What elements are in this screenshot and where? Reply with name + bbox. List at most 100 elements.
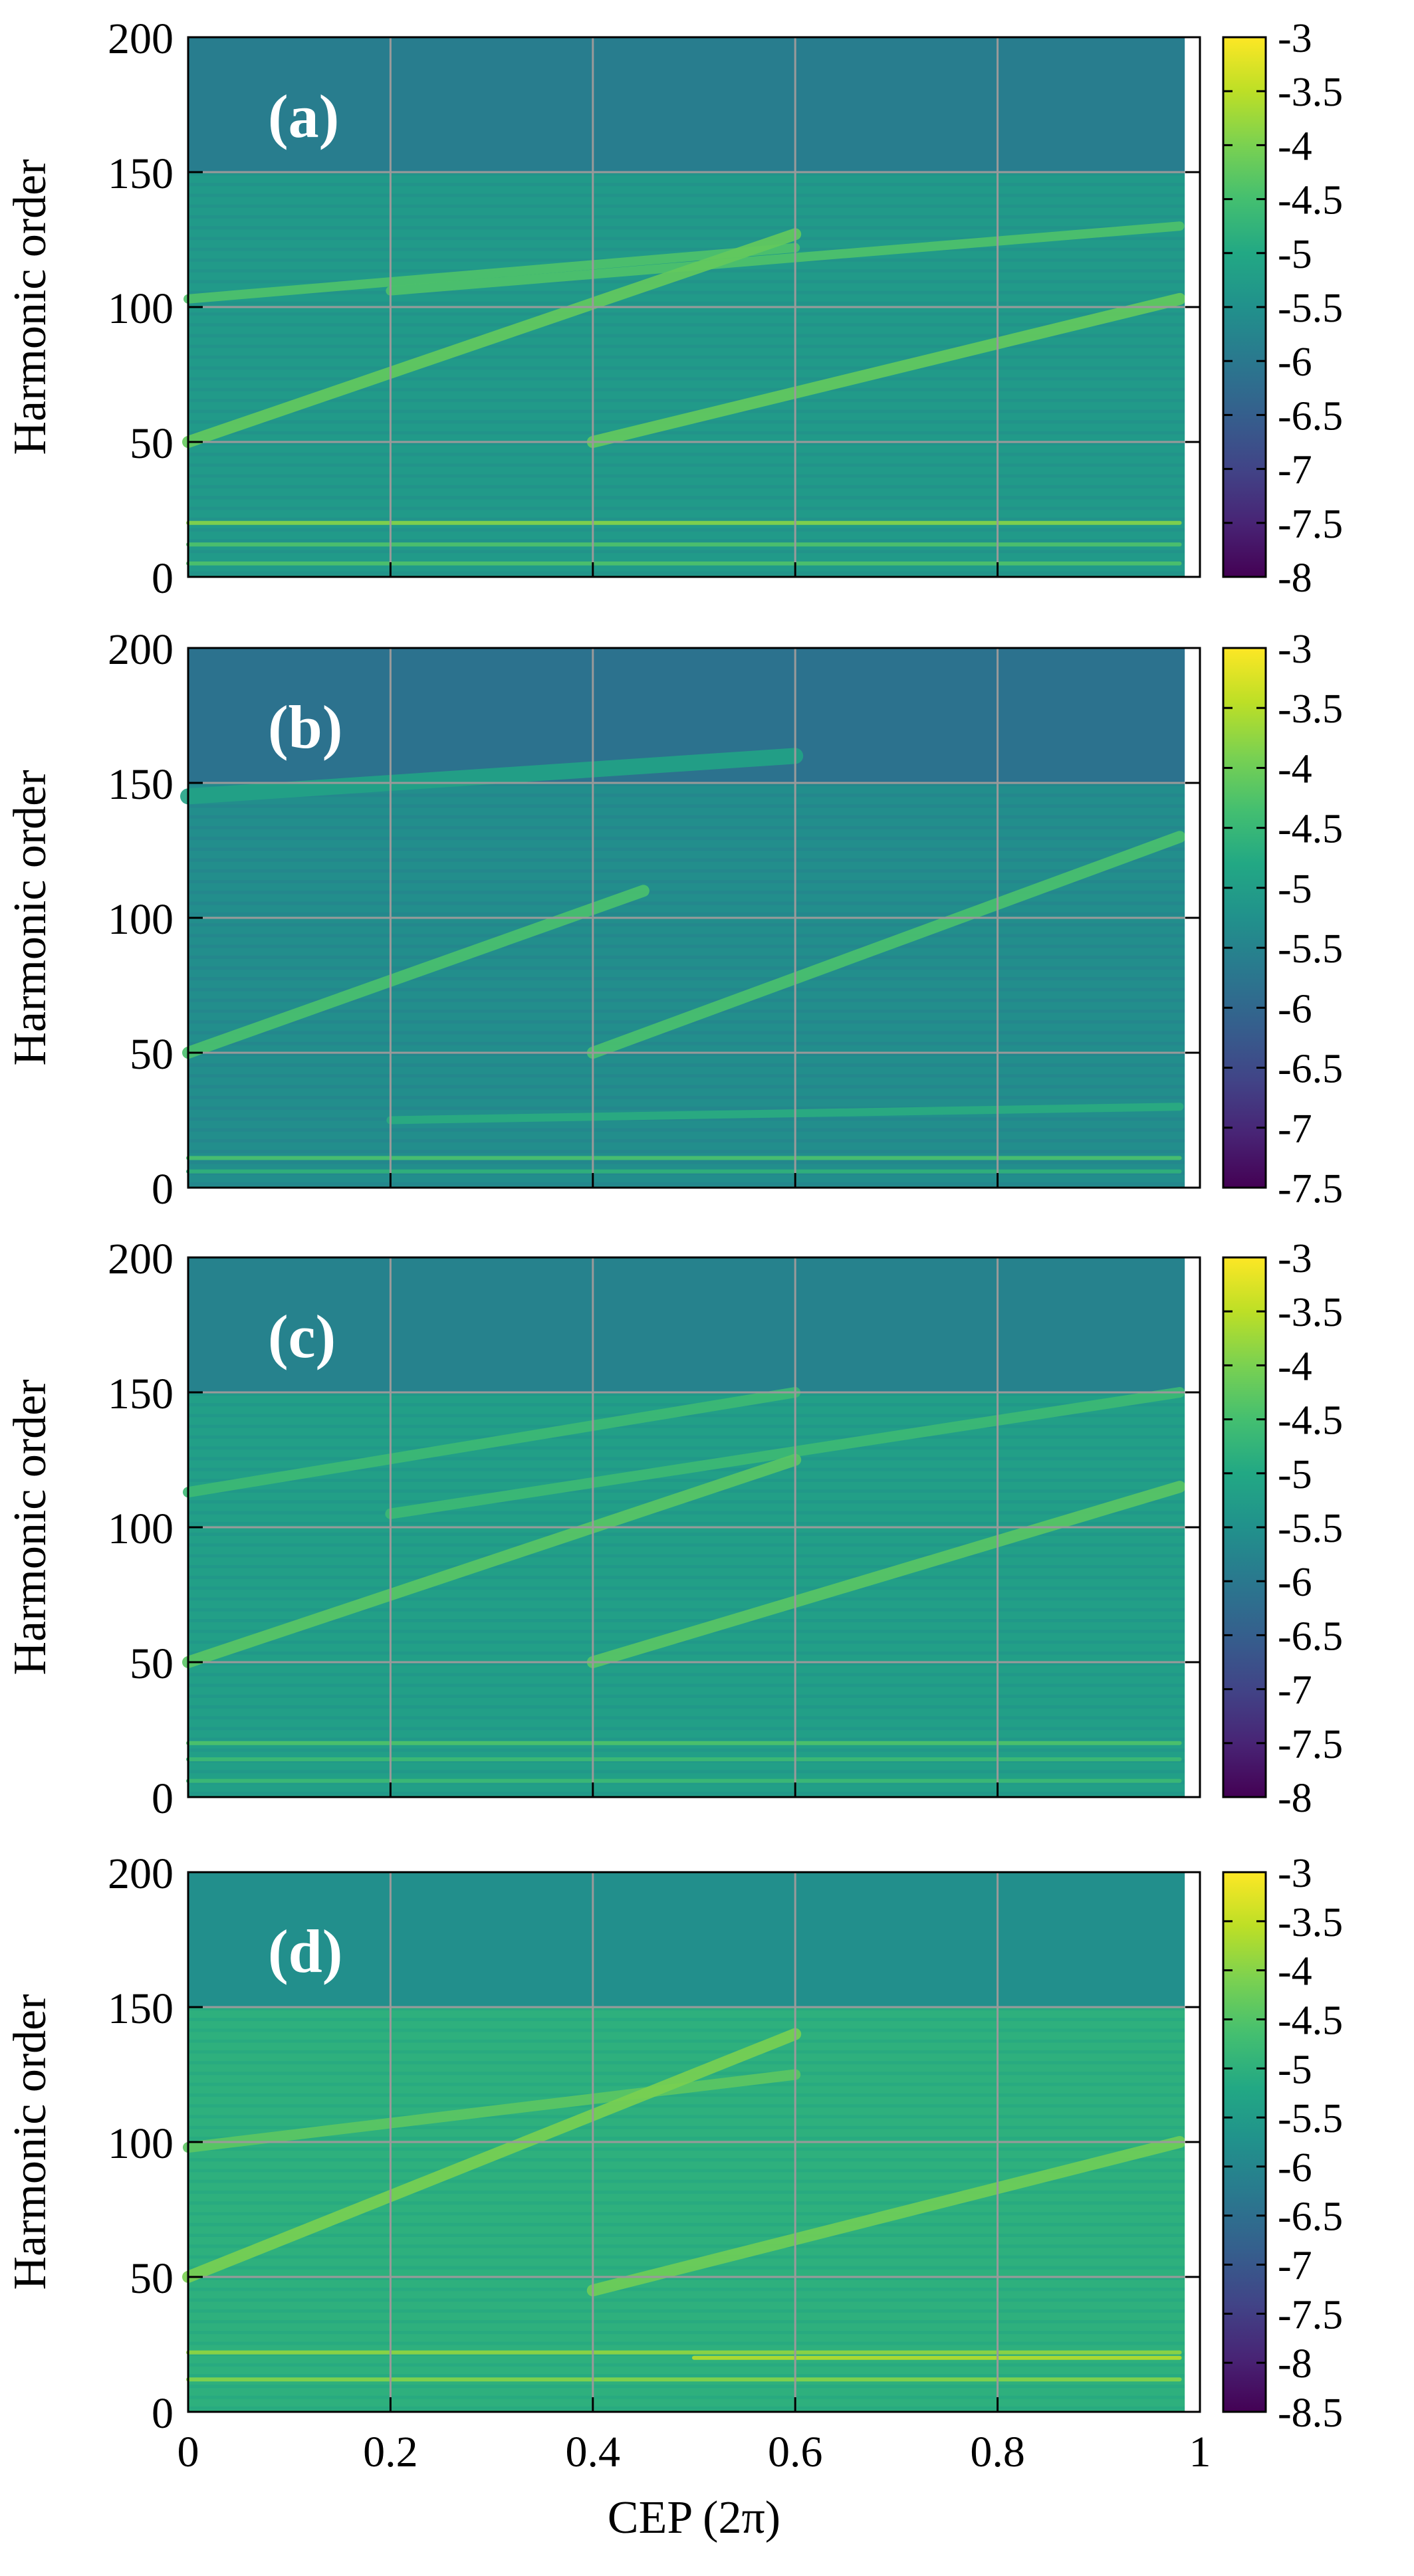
heatmap-stripe [188,2363,1200,2367]
colorbar-tick-label: -4.5 [1278,1398,1343,1444]
y-tick-label: 0 [152,1165,174,1214]
heatmap-stripe [188,280,1200,284]
heatmap-stripe [188,1727,1200,1731]
heatmap-stripe [188,290,1200,294]
heatmap-stripe [188,2406,1200,2410]
colorbar-tick-label: -7 [1278,1668,1312,1713]
heatmap-stripe [188,955,1200,959]
y-axis-label: Harmonic order [5,1379,56,1675]
heatmap-stripe [188,399,1200,402]
colorbar-tick-label: -4.5 [1278,807,1343,852]
colorbar-tick-label: -3.5 [1278,70,1343,115]
heatmap-stripe [188,204,1200,208]
heatmap-stripe [188,301,1200,305]
heatmap-stripe [188,847,1200,851]
heatmap-stripe [188,550,1200,554]
heatmap-stripe [188,2136,1200,2140]
y-tick-label: 150 [108,1985,174,2033]
heatmap-stripe [188,453,1200,457]
colorbar-tick-label: -7.5 [1278,1722,1343,1767]
y-tick-label: 0 [152,1774,174,1823]
heatmap-stripe [188,2288,1200,2292]
heatmap-stripe [188,923,1200,926]
colorbar-tick-label: -7.5 [1278,2292,1343,2337]
heatmap-stripe [188,539,1200,543]
heatmap-stripe [188,2125,1200,2129]
heatmap-stripe [188,794,1200,798]
heatmap-stripe [188,1160,1200,1164]
colorbar-tick-label: -3.5 [1278,1290,1343,1335]
heatmap-stripe [188,312,1200,316]
y-axis-label: Harmonic order [5,1994,56,2290]
y-tick-label: 200 [108,15,174,63]
heatmap-stripe [188,1500,1200,1504]
heatmap-feature [182,2028,802,2283]
colorbar-tick-label: -8 [1278,556,1312,601]
heatmap-stripe [188,901,1200,905]
colorbar-tick-label: -8.5 [1278,2391,1343,2436]
heatmap-stripe [188,463,1200,467]
heatmap-stripe [188,1041,1200,1045]
heatmap-stripe [188,934,1200,938]
heatmap-stripe [188,1586,1200,1590]
colorbar-tick-label: -4.5 [1278,1998,1343,2043]
heatmap-stripe [188,2255,1200,2259]
heatmap-stripe [188,172,1200,175]
heatmap-stripe [188,1446,1200,1450]
colorbar-tick-label: -6 [1278,2145,1312,2191]
heatmap-stripe [188,2191,1200,2194]
colorbar-tick-label: -7.5 [1278,502,1343,547]
heatmap-stripe [188,1791,1200,1795]
heatmap-stripe [188,1424,1200,1428]
panel-label: (b) [268,693,342,761]
heatmap-stripe [188,2331,1200,2335]
y-tick-label: 0 [152,2389,174,2438]
heatmap-stripe [188,2104,1200,2108]
y-tick-label: 50 [130,2254,174,2303]
heatmap-stripe [188,366,1200,370]
colorbar-tick-label: -3 [1278,16,1312,61]
colorbar-tick-label: -7 [1278,1107,1312,1152]
y-tick-label: 100 [108,2119,174,2168]
colorbar-tick-label: -5.5 [1278,2096,1343,2141]
heatmap-feature [183,243,800,304]
x-tick-label: 0.2 [363,2428,418,2476]
heatmap-stripe [188,988,1200,992]
heatmap-stripe [188,387,1200,391]
panel-b: 0 50 100 150 200 Harmonic order (b) -3 -3.5 -4 -4.… [5,625,1343,1214]
y-tick-label: 200 [108,1235,174,1283]
heatmap-stripe [188,484,1200,488]
colorbar-tick-label: -6.5 [1278,393,1343,439]
heatmap-high-order-region [188,1872,1200,2007]
heatmap-stripe [188,2179,1200,2183]
heatmap-stripe [188,1128,1200,1132]
heatmap-stripe [188,528,1200,532]
colorbar-tick-label: -5 [1278,2047,1312,2092]
heatmap-stripe [188,344,1200,348]
heatmap-stripe [188,1673,1200,1677]
y-tick-label: 100 [108,284,174,333]
heatmap-stripe [188,966,1200,970]
y-tick-label: 50 [130,1030,174,1079]
heatmap-feature [586,1481,1186,1668]
x-tick-label: 0 [177,2428,199,2476]
heatmap-feature [385,1387,1185,1519]
x-tick-label: 0.4 [566,2428,621,2476]
heatmap-stripe [188,1521,1200,1525]
heatmap-stripe [188,2309,1200,2313]
heatmap-stripe [188,237,1200,241]
heatmap-stripe [188,1392,1200,1396]
heatmap-stripe [188,783,1200,786]
heatmap-stripe [188,2147,1200,2151]
heatmap-stripe [188,1748,1200,1752]
colorbar-tick-label: -4 [1278,124,1312,169]
heatmap-stripe [188,1597,1200,1601]
heatmap-high-order-region [188,37,1200,172]
heatmap-stripe [188,944,1200,948]
heatmap-stripe [188,1138,1200,1142]
heatmap-stripe [188,2234,1200,2237]
heatmap-stripe [188,247,1200,251]
heatmap-stripe [188,869,1200,873]
heatmap-stripe [188,193,1200,197]
